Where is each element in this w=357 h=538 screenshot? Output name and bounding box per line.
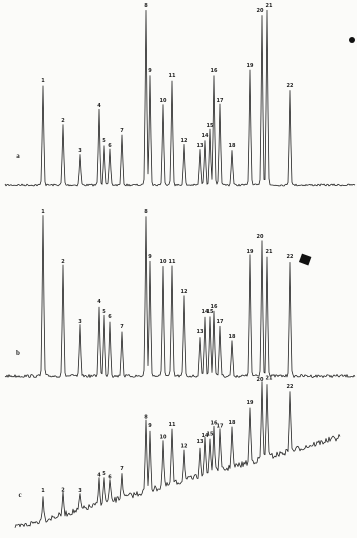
peak-label: 2: [61, 118, 65, 124]
peak-label: 5: [102, 138, 106, 144]
peak-label: 2: [61, 259, 65, 265]
peak-label: 16: [211, 304, 218, 310]
peak-label: 3: [78, 488, 82, 494]
peak-label: 17: [217, 98, 224, 104]
peak-label: 11: [169, 422, 176, 428]
peak-label: 10: [160, 98, 167, 104]
peak-label: 1: [41, 78, 45, 84]
panel-label: a: [16, 152, 20, 160]
peak-label: 17: [217, 424, 224, 430]
peak-label: 17: [217, 319, 224, 325]
peak-label: 19: [247, 249, 254, 255]
chromatogram-trace: [4, 215, 356, 378]
peak-label: 12: [181, 444, 188, 450]
peak-label: 1: [41, 209, 45, 215]
peak-label: 11: [169, 259, 176, 265]
peak-label: 2: [61, 488, 65, 494]
chromatogram-trace: [14, 381, 341, 528]
peak-label: 18: [229, 143, 236, 149]
peak-label: 9: [148, 68, 152, 74]
peak-label: 10: [160, 259, 167, 265]
smudge: [349, 37, 355, 43]
peak-label: 7: [120, 128, 124, 134]
peak-label: 16: [211, 68, 218, 74]
peak-label: 10: [160, 435, 167, 441]
peak-label: 21: [266, 249, 273, 255]
peak-label: 4: [97, 472, 101, 478]
peak-label: 3: [78, 148, 82, 154]
smudge: [298, 253, 312, 266]
peak-label: 19: [247, 63, 254, 69]
peak-label: 14: [202, 309, 209, 315]
peak-label: 6: [108, 314, 112, 320]
peak-label: 14: [202, 133, 209, 139]
peak-label: 8: [144, 3, 148, 9]
peak-label: 15: [207, 309, 214, 315]
panel-label: b: [16, 349, 20, 357]
peak-label: 9: [148, 423, 152, 429]
peak-label: 22: [287, 254, 294, 260]
peak-label: 19: [247, 400, 254, 406]
peak-label: 22: [287, 83, 294, 89]
peak-label: 18: [229, 334, 236, 340]
peak-label: 21: [266, 375, 273, 381]
peak-label: 20: [257, 377, 264, 383]
peak-label: 3: [78, 319, 82, 325]
peak-label: 4: [97, 103, 101, 109]
peak-label: 5: [102, 309, 106, 315]
panel-label: c: [18, 491, 21, 499]
peak-label: 5: [102, 471, 106, 477]
peak-label: 20: [257, 234, 264, 240]
peak-label: 13: [197, 143, 204, 149]
peak-label: 8: [144, 414, 148, 420]
peak-label: 18: [229, 420, 236, 426]
peak-label: 20: [257, 8, 264, 14]
peak-label: 12: [181, 289, 188, 295]
peak-label: 1: [41, 488, 45, 494]
peak-label: 7: [120, 324, 124, 330]
peak-label: 22: [287, 384, 294, 390]
chromatogram-trace: [4, 9, 356, 187]
peak-label: 6: [108, 143, 112, 149]
peak-label: 12: [181, 138, 188, 144]
peak-label: 13: [197, 439, 204, 445]
peak-label: 7: [120, 466, 124, 472]
peak-label: 11: [169, 73, 176, 79]
peak-label: 8: [144, 209, 148, 215]
peak-label: 15: [207, 431, 214, 437]
peak-label: 16: [211, 420, 218, 426]
peak-label: 4: [97, 299, 101, 305]
peak-label: 6: [108, 474, 112, 480]
peak-label: 21: [266, 3, 273, 9]
peak-label: 15: [207, 123, 214, 129]
peak-label: 9: [148, 254, 152, 260]
peak-label: 14: [202, 433, 209, 439]
peak-label: 13: [197, 329, 204, 335]
